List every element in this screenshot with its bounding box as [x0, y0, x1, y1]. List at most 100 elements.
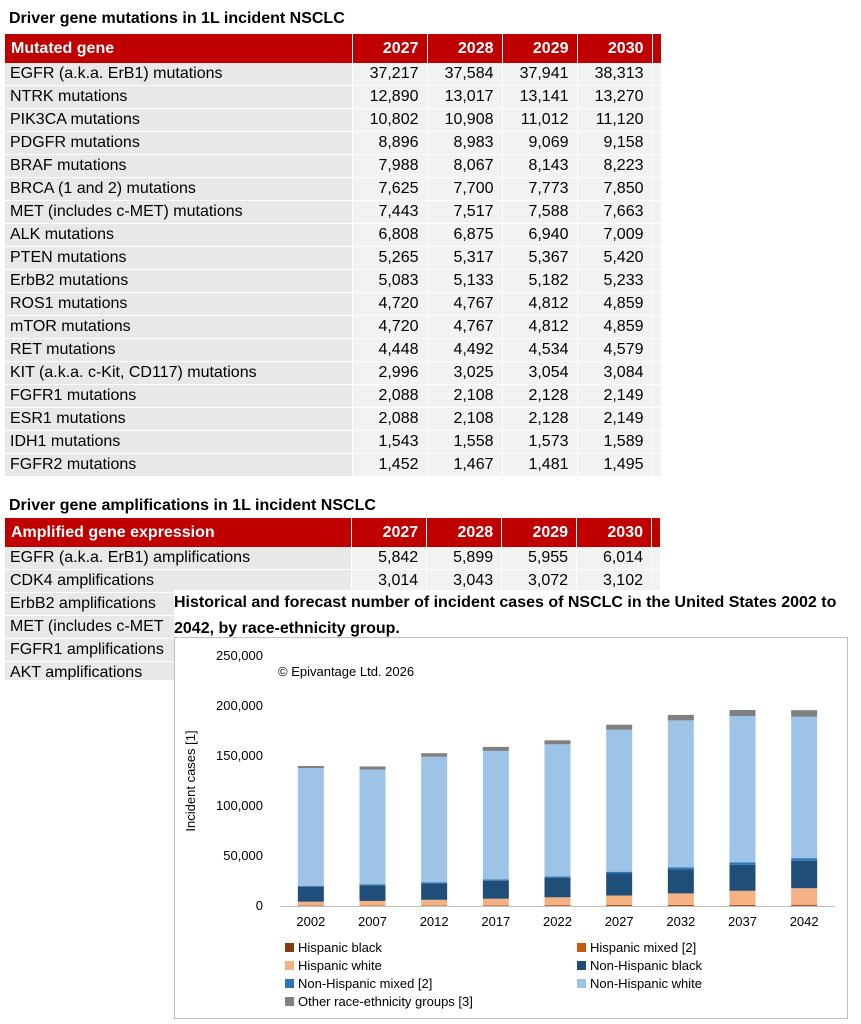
gene-name: IDH1 mutations: [5, 430, 353, 454]
legend-item: Hispanic mixed [2]: [577, 940, 696, 955]
table-row: BRAF mutations 7,988 8,067 8,143 8,223: [5, 154, 662, 178]
case-count: 37,217: [352, 63, 428, 86]
table-row: ROS1 mutations 4,720 4,767 4,812 4,859: [5, 292, 662, 316]
case-count: 13,270: [577, 85, 653, 109]
bar-segment: [606, 873, 633, 896]
case-count: 5,420: [577, 246, 653, 270]
row-tail: [652, 85, 662, 109]
case-count: 5,233: [577, 269, 653, 293]
row-tail: [652, 407, 662, 431]
case-count: 13,141: [502, 85, 578, 109]
chart-panel: 0 50,000 100,000 150,000 200,000 250,000 Incid…: [174, 637, 848, 1019]
bar-segment: [544, 740, 571, 745]
bar-segment: [791, 716, 818, 859]
bar-segment: [359, 900, 386, 906]
x-tick-label: 2042: [790, 914, 819, 929]
case-count: 4,579: [577, 338, 653, 362]
bar-segment: [544, 897, 571, 906]
year-header: 2030: [577, 34, 653, 63]
case-count: 4,859: [577, 292, 653, 316]
gene-name: ESR1 mutations: [5, 407, 353, 431]
year-header: 2029: [502, 34, 578, 63]
bar-segment: [667, 904, 694, 906]
case-count: 5,083: [352, 269, 428, 293]
bar-segment: [359, 884, 386, 886]
case-count: 2,108: [427, 384, 503, 408]
legend-label: Non-Hispanic black: [590, 958, 702, 973]
case-count: 8,143: [502, 154, 578, 178]
gene-name: PIK3CA mutations: [5, 108, 353, 132]
table-row: CDK4 amplifications 3,014 3,043 3,072 3,102: [5, 569, 661, 593]
gene-name: ErbB2 mutations: [5, 269, 353, 293]
case-count: 4,767: [427, 292, 503, 316]
row-tail: [652, 315, 662, 339]
case-count: 13,017: [427, 85, 503, 109]
bar-segment: [606, 729, 633, 872]
amplifications-header-label: Amplified gene expression: [5, 518, 353, 547]
case-count: 7,009: [577, 223, 653, 247]
legend-swatch: [285, 997, 294, 1006]
case-count: 4,812: [502, 315, 578, 339]
stacked-bar-chart: 0 50,000 100,000 150,000 200,000 250,000 Incid…: [183, 648, 835, 929]
case-count: 5,367: [502, 246, 578, 270]
case-count: 5,182: [502, 269, 578, 293]
bar-segment: [421, 753, 448, 757]
bar-segment: [297, 766, 324, 768]
legend-label: Hispanic mixed [2]: [590, 940, 697, 955]
bar-segment: [482, 898, 509, 906]
case-count: 6,875: [427, 223, 503, 247]
case-count: 4,448: [352, 338, 428, 362]
bar-segment: [544, 744, 571, 877]
case-count: 4,534: [502, 338, 578, 362]
legend-label: Other race-ethnicity groups [3]: [298, 994, 473, 1009]
bar-segment: [544, 905, 571, 906]
table-row: ALK mutations 6,808 6,875 6,940 7,009: [5, 223, 662, 247]
header-tail: [651, 518, 661, 547]
case-count: 2,088: [352, 407, 428, 431]
gene-name: EGFR (a.k.a. ErB1) amplifications: [5, 547, 353, 570]
bar-segment: [791, 905, 818, 906]
gene-name: PDGFR mutations: [5, 131, 353, 155]
case-count: 11,120: [577, 108, 653, 132]
case-count: 37,941: [502, 63, 578, 86]
bar-segment: [544, 876, 571, 878]
table-row: EGFR (a.k.a. ErB1) mutations 37,217 37,584…: [5, 63, 662, 86]
case-count: 1,467: [427, 453, 503, 477]
x-tick-label: 2002: [296, 914, 325, 929]
case-count: 7,588: [502, 200, 578, 224]
case-count: 8,223: [577, 154, 653, 178]
case-count: 7,700: [427, 177, 503, 201]
bar-segment: [421, 883, 448, 900]
case-count: 4,812: [502, 292, 578, 316]
table-row: PDGFR mutations 8,896 8,983 9,069 9,158: [5, 131, 662, 155]
gene-name: CDK4 amplifications: [5, 569, 353, 593]
legend-item: Other race-ethnicity groups [3]: [285, 994, 473, 1009]
legend-label: Hispanic black: [298, 940, 382, 955]
bar-segment: [729, 890, 756, 905]
year-header: 2028: [426, 518, 503, 547]
case-count: 9,158: [577, 131, 653, 155]
gene-name: PTEN mutations: [5, 246, 353, 270]
legend-item: Non-Hispanic white: [577, 976, 702, 991]
case-count: 9,069: [502, 131, 578, 155]
legend-item: Non-Hispanic mixed [2]: [285, 976, 432, 991]
table-row: PIK3CA mutations 10,802 10,908 11,012 11,120: [5, 108, 662, 132]
year-header: 2028: [427, 34, 503, 63]
table-row: FGFR1 mutations 2,088 2,108 2,128 2,149: [5, 384, 662, 408]
gene-name: NTRK mutations: [5, 85, 353, 109]
bar-segment: [667, 905, 694, 906]
case-count: 1,495: [577, 453, 653, 477]
mutations-title: Driver gene mutations in 1L incident NSC…: [9, 10, 345, 27]
table-row: KIT (a.k.a. c-Kit, CD117) mutations 2,996…: [5, 361, 662, 385]
x-tick-label: 2037: [728, 914, 757, 929]
copyright-note: © Epivantage Ltd. 2026: [278, 664, 414, 679]
bar-segment: [667, 720, 694, 868]
bar-segment: [791, 858, 818, 861]
case-count: 3,025: [427, 361, 503, 385]
row-tail: [652, 269, 662, 293]
case-count: 6,940: [502, 223, 578, 247]
bar-segment: [729, 710, 756, 716]
case-count: 6,808: [352, 223, 428, 247]
y-axis-label: Incident cases [1]: [183, 730, 198, 831]
case-count: 3,084: [577, 361, 653, 385]
